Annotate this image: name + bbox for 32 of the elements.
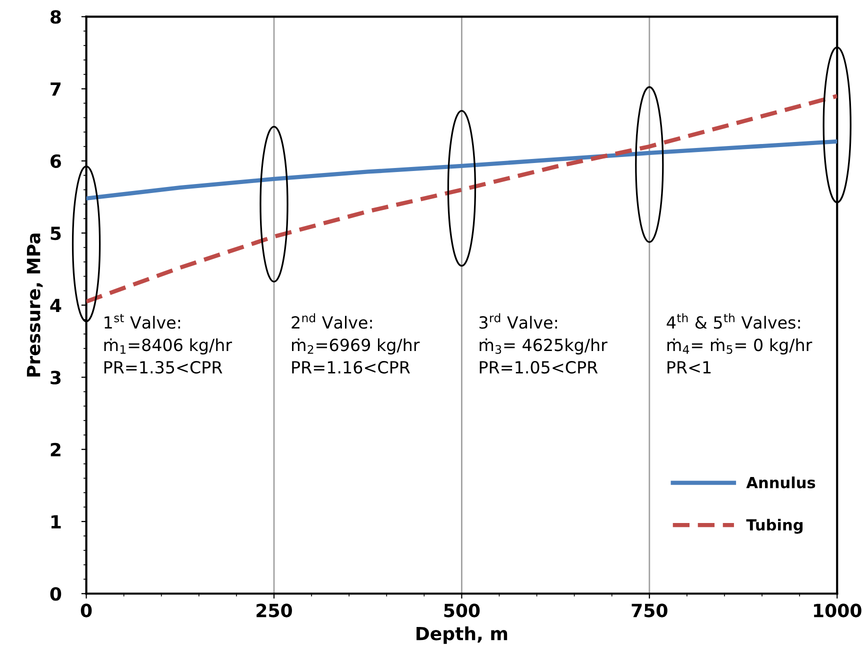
- x-axis-title: Depth, m: [416, 626, 508, 644]
- annotation: PR=1.16<CPR: [292, 360, 410, 374]
- y-tick-label: 3: [50, 370, 61, 384]
- annotation: PR=1.05<CPR: [480, 360, 598, 374]
- line-series: [86, 94, 838, 304]
- line-series: [86, 139, 838, 200]
- x-tick-label: 250: [256, 604, 292, 618]
- annotation: ṁ$_{1}$=8406 kg/hr: [104, 338, 232, 354]
- annotation: ṁ$_{4}$= ṁ$_{5}$= 0 kg/hr: [667, 338, 812, 354]
- x-tick-label: 750: [632, 604, 668, 618]
- annotation: PR<1: [668, 361, 711, 374]
- annotation: ṁ$_{3}$= 4625kg/hr: [480, 338, 608, 354]
- y-tick-label: 1: [51, 515, 61, 528]
- annotation: PR=1.35<CPR: [104, 360, 222, 374]
- y-tick-label: 6: [50, 154, 62, 168]
- y-tick-label: 8: [50, 10, 61, 24]
- y-tick-label: 5: [50, 226, 61, 240]
- y-axis-title: Pressure, MPa: [26, 234, 43, 376]
- annotation: 3$^{rd}$ Valve:: [479, 313, 557, 329]
- legend-label: Annulus: [746, 476, 816, 488]
- x-tick-label: 1000: [814, 604, 862, 618]
- y-tick-label: 2: [50, 442, 60, 456]
- y-tick-label: 7: [50, 82, 61, 96]
- y-tick-label: 4: [50, 298, 62, 312]
- annotation: 4$^{th}$ & 5$^{th}$ Valves:: [666, 313, 800, 329]
- x-tick-label: 500: [444, 604, 480, 618]
- annotation: 1$^{st}$ Valve:: [104, 314, 180, 329]
- x-tick-label: 0: [80, 604, 92, 618]
- y-tick-label: 0: [50, 587, 62, 601]
- annotation: ṁ$_{2}$=6969 kg/hr: [292, 338, 420, 354]
- annotation: 2$^{nd}$ Valve:: [292, 313, 372, 329]
- legend-label: Tubing: [746, 518, 803, 534]
